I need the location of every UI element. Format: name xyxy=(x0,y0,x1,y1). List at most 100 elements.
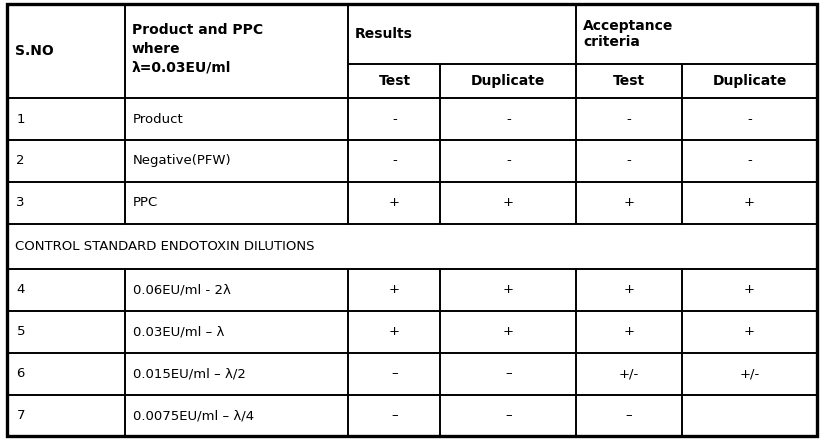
Bar xyxy=(125,140,349,182)
Text: 5: 5 xyxy=(16,325,25,338)
Text: 1: 1 xyxy=(16,113,25,125)
Text: 3: 3 xyxy=(16,196,25,209)
Text: +: + xyxy=(744,196,755,209)
Text: S.NO: S.NO xyxy=(15,44,54,58)
Text: +: + xyxy=(624,283,634,296)
Text: +: + xyxy=(503,283,514,296)
Bar xyxy=(681,353,817,395)
Bar xyxy=(681,311,817,353)
Bar xyxy=(441,353,576,395)
Text: –: – xyxy=(505,409,512,422)
Bar xyxy=(576,311,681,353)
Text: -: - xyxy=(506,113,511,125)
Text: 0.0075EU/ml – λ/4: 0.0075EU/ml – λ/4 xyxy=(133,409,255,422)
Bar xyxy=(7,395,125,436)
Text: +: + xyxy=(744,283,755,296)
Bar xyxy=(7,140,125,182)
Bar xyxy=(681,98,817,140)
Text: –: – xyxy=(391,409,398,422)
Text: 0.03EU/ml – λ: 0.03EU/ml – λ xyxy=(133,325,225,338)
Bar xyxy=(7,182,125,224)
Text: -: - xyxy=(626,113,631,125)
Bar xyxy=(125,182,349,224)
Bar xyxy=(441,182,576,224)
Bar xyxy=(576,269,681,311)
Bar xyxy=(125,98,349,140)
Bar xyxy=(576,395,681,436)
Bar xyxy=(441,395,576,436)
Bar xyxy=(441,98,576,140)
Text: 0.06EU/ml - 2λ: 0.06EU/ml - 2λ xyxy=(133,283,231,296)
Text: –: – xyxy=(625,409,632,422)
Bar xyxy=(7,353,125,395)
Bar xyxy=(576,4,817,64)
Bar xyxy=(349,311,441,353)
Bar xyxy=(125,4,349,98)
Text: Test: Test xyxy=(378,74,410,88)
Text: -: - xyxy=(392,154,397,168)
Text: +: + xyxy=(389,325,400,338)
Text: -: - xyxy=(506,154,511,168)
Bar xyxy=(349,98,441,140)
Bar xyxy=(681,269,817,311)
Text: +: + xyxy=(624,325,634,338)
Text: +: + xyxy=(389,283,400,296)
Bar xyxy=(349,353,441,395)
Bar xyxy=(7,4,125,98)
Text: Results: Results xyxy=(355,27,413,41)
Text: 7: 7 xyxy=(16,409,25,422)
Bar xyxy=(349,4,576,64)
Text: 6: 6 xyxy=(16,367,25,380)
Text: +: + xyxy=(624,196,634,209)
Text: 4: 4 xyxy=(16,283,25,296)
Bar xyxy=(125,269,349,311)
Text: -: - xyxy=(392,113,397,125)
Text: 0.015EU/ml – λ/2: 0.015EU/ml – λ/2 xyxy=(133,367,246,380)
Text: Test: Test xyxy=(613,74,645,88)
Bar xyxy=(349,182,441,224)
Text: +: + xyxy=(503,196,514,209)
Text: –: – xyxy=(505,367,512,380)
Bar xyxy=(576,182,681,224)
Text: –: – xyxy=(391,367,398,380)
Bar xyxy=(441,140,576,182)
Bar xyxy=(7,98,125,140)
Text: Acceptance
criteria: Acceptance criteria xyxy=(583,19,673,49)
Bar xyxy=(125,311,349,353)
Bar xyxy=(349,140,441,182)
Bar xyxy=(576,98,681,140)
Bar xyxy=(349,395,441,436)
Bar xyxy=(349,269,441,311)
Text: 2: 2 xyxy=(16,154,25,168)
Text: Product: Product xyxy=(133,113,184,125)
Text: Product and PPC
where
λ=0.03EU/ml: Product and PPC where λ=0.03EU/ml xyxy=(132,23,263,74)
Bar xyxy=(125,395,349,436)
Bar xyxy=(681,64,817,98)
Text: Negative(PFW): Negative(PFW) xyxy=(133,154,232,168)
Text: CONTROL STANDARD ENDOTOXIN DILUTIONS: CONTROL STANDARD ENDOTOXIN DILUTIONS xyxy=(15,240,314,253)
Text: +: + xyxy=(389,196,400,209)
Bar xyxy=(7,269,125,311)
Bar xyxy=(349,64,441,98)
Text: Duplicate: Duplicate xyxy=(712,74,787,88)
Bar xyxy=(681,182,817,224)
Bar xyxy=(7,224,817,269)
Bar xyxy=(125,353,349,395)
Bar xyxy=(7,311,125,353)
Text: Duplicate: Duplicate xyxy=(471,74,545,88)
Text: -: - xyxy=(747,154,751,168)
Text: PPC: PPC xyxy=(133,196,158,209)
Bar xyxy=(441,311,576,353)
Text: -: - xyxy=(747,113,751,125)
Bar xyxy=(441,269,576,311)
Bar xyxy=(576,140,681,182)
Text: +: + xyxy=(503,325,514,338)
Bar xyxy=(441,64,576,98)
Text: -: - xyxy=(626,154,631,168)
Text: +/-: +/- xyxy=(739,367,760,380)
Bar xyxy=(681,395,817,436)
Text: +/-: +/- xyxy=(619,367,639,380)
Bar xyxy=(576,353,681,395)
Bar xyxy=(576,64,681,98)
Text: +: + xyxy=(744,325,755,338)
